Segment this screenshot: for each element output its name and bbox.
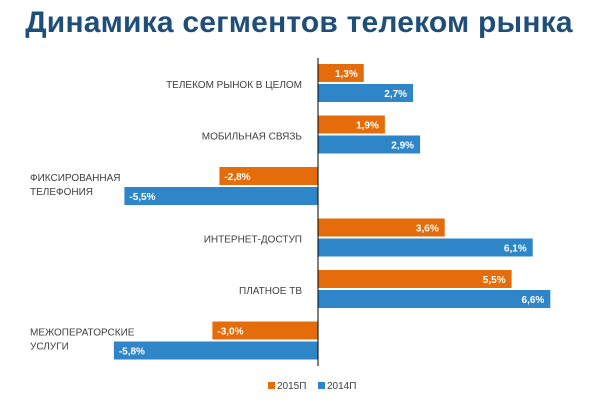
data-label-2014П-0: 2,7% [384,89,407,100]
data-label-2015П-4: 5,5% [483,275,506,286]
bar-2014П-2 [124,187,319,205]
chart-title: Динамика сегментов телеком рынка [25,6,573,39]
category-label-5: МЕЖОПЕРАТОРСКИЕ УСЛУГИ [30,328,135,353]
data-label-2015П-0: 1,3% [335,69,358,80]
category-label-0: ТЕЛЕКОМ РЫНОК В ЦЕЛОМ [166,80,302,91]
data-label-2014П-1: 2,9% [391,141,414,152]
bar-2014П-3 [318,238,533,257]
bar-2015П-2 [219,167,318,185]
data-label-2015П-3: 3,6% [416,224,439,235]
category-label-1: МОБИЛЬНАЯ СВЯЗЬ [202,132,303,143]
data-label-2014П-2: -5,5% [129,192,155,203]
bar-2014П-5 [113,341,318,360]
data-label-2014П-4: 6,6% [522,295,545,306]
bar-2014П-4 [318,290,551,308]
data-label-2015П-1: 1,9% [356,121,379,132]
category-label-4: ПЛАТНОЕ ТВ [239,286,302,297]
data-label-2015П-2: -2,8% [224,172,250,183]
data-label-2014П-5: -5,8% [119,347,145,358]
bar-2014П-1 [318,135,421,154]
bar-2015П-5 [212,321,318,340]
category-label-2: ФИКСИРОВАННАЯ ТЕЛЕФОНИЯ [30,173,120,198]
data-label-2014П-3: 6,1% [504,244,527,255]
data-label-2015П-5: -3,0% [217,327,243,338]
bar-2014П-0 [318,84,414,102]
legend-label-2014П: 2014П [327,381,356,392]
bar-2015П-3 [318,218,445,237]
legend-label-2015П: 2015П [277,381,306,392]
category-label-3: ИНТЕРНЕТ-ДОСТУП [204,235,302,246]
bar-2015П-4 [318,270,512,288]
bar-2015П-0 [318,64,364,82]
legend-swatch-2015П [268,382,275,389]
bar-2015П-1 [318,115,385,134]
legend-swatch-2014П [318,382,325,389]
